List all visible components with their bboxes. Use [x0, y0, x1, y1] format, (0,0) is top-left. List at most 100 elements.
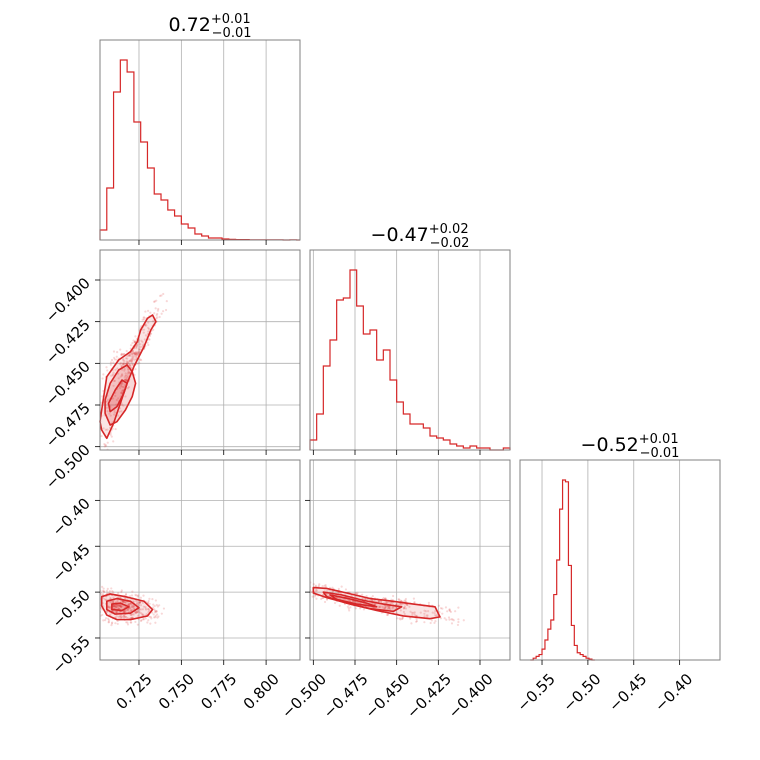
sample-point	[132, 352, 135, 355]
sample-point	[135, 594, 138, 597]
sample-point	[138, 350, 141, 354]
sample-point	[321, 596, 324, 600]
sample-point	[399, 618, 402, 621]
sample-point	[116, 619, 119, 623]
sample-point	[106, 428, 109, 431]
sample-point	[162, 292, 165, 296]
sample-point	[129, 613, 133, 616]
sample-point	[97, 444, 99, 446]
sample-point	[142, 594, 145, 597]
sample-point	[126, 387, 129, 390]
sample-point	[121, 600, 124, 603]
sample-point	[116, 622, 119, 626]
sample-point	[146, 309, 150, 312]
sample-point	[148, 602, 151, 605]
sample-point	[438, 611, 441, 614]
sample-point	[389, 602, 392, 605]
sample-point	[155, 299, 158, 302]
sample-point	[138, 361, 141, 365]
sample-point	[109, 597, 113, 600]
sample-point	[158, 315, 161, 319]
sample-point	[124, 609, 127, 612]
sample-point	[126, 375, 130, 378]
sample-point	[112, 591, 115, 594]
sample-point	[114, 368, 117, 371]
sample-point	[135, 611, 138, 614]
sample-point	[141, 601, 145, 604]
sample-point	[448, 608, 451, 611]
axes-frame	[309, 459, 511, 661]
sample-point	[129, 602, 132, 605]
sample-point	[115, 605, 118, 608]
sample-point	[138, 610, 141, 613]
sample-point	[138, 600, 141, 604]
sample-point	[129, 608, 132, 611]
sample-point	[447, 616, 451, 619]
sample-point	[109, 414, 112, 417]
sample-point	[134, 593, 137, 596]
sample-point	[140, 339, 143, 342]
sample-point	[93, 430, 95, 432]
sample-point	[127, 354, 131, 357]
sample-point	[95, 395, 97, 397]
sample-point	[423, 612, 426, 615]
sample-point	[365, 595, 368, 598]
sample-point	[380, 600, 383, 603]
sample-point	[112, 379, 116, 383]
axes-frame	[99, 459, 301, 661]
sample-point	[105, 406, 108, 409]
sample-point	[133, 341, 136, 344]
sample-point	[106, 410, 109, 413]
sample-point	[429, 621, 432, 625]
sample-point	[131, 363, 135, 366]
sample-point	[122, 600, 125, 604]
sample-point	[94, 602, 96, 604]
sample-point	[307, 584, 309, 586]
sample-point	[112, 605, 116, 608]
sample-point	[129, 352, 132, 356]
sample-point	[138, 601, 142, 604]
sample-point	[117, 414, 120, 417]
sample-point	[325, 589, 329, 593]
contour-level-3	[329, 594, 378, 608]
axes-frame	[309, 249, 511, 451]
sample-point	[396, 617, 399, 620]
sample-point	[126, 597, 129, 601]
sample-point	[100, 434, 103, 438]
sample-point	[132, 613, 135, 616]
sample-point	[143, 318, 146, 321]
sample-point	[437, 604, 441, 607]
sample-point	[132, 339, 135, 342]
sample-point	[403, 612, 406, 616]
y-tick-label: −0.55	[49, 632, 94, 677]
sample-point	[101, 377, 104, 380]
sample-point	[125, 349, 128, 353]
sample-point	[426, 614, 429, 617]
sample-point	[107, 621, 110, 624]
sample-point	[391, 601, 394, 604]
sample-point	[127, 360, 130, 363]
sample-point	[134, 335, 137, 338]
sample-point	[147, 330, 150, 333]
sample-point	[122, 616, 126, 619]
sample-point	[138, 608, 141, 611]
sample-point	[136, 362, 139, 365]
sample-point	[109, 363, 112, 366]
sample-point	[134, 612, 137, 615]
sample-point	[124, 615, 127, 618]
sample-point	[136, 610, 139, 614]
x-tick-label: −0.50	[559, 670, 604, 715]
sample-point	[153, 616, 156, 619]
sample-point	[441, 612, 444, 615]
sample-point	[118, 362, 122, 366]
sample-point	[138, 601, 142, 604]
sample-point	[135, 351, 138, 354]
sample-point	[137, 602, 140, 605]
sample-point	[127, 370, 131, 374]
sample-point	[131, 612, 134, 616]
sample-point	[415, 614, 418, 617]
sample-point	[111, 397, 115, 400]
scatter-panel-1-2: −0.500−0.475−0.450−0.425−0.400	[278, 459, 511, 722]
sample-point	[103, 597, 106, 601]
sample-point	[398, 617, 401, 620]
